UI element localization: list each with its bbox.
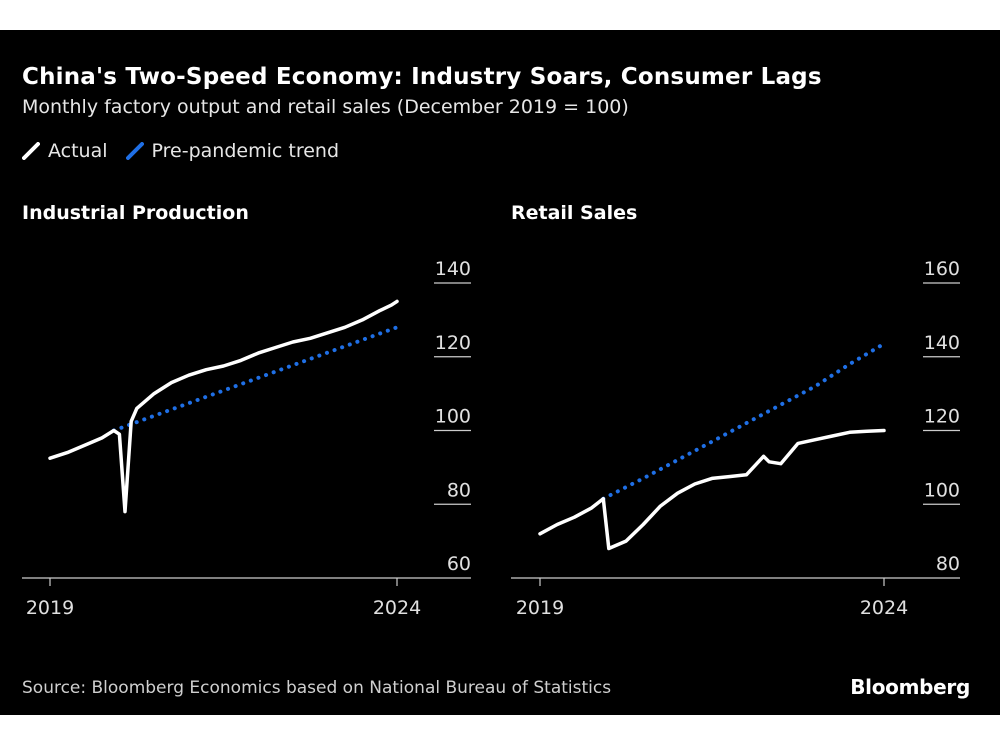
retail-ytick-label-120: 120 [924, 406, 960, 428]
industrial-series-actual [48, 299, 399, 514]
retail-xtick-label-2024: 2024 [860, 597, 908, 619]
retail-ytick-label-140: 140 [924, 332, 960, 354]
panel-title-industrial: Industrial Production [22, 202, 249, 224]
industrial-ytick-label-100: 100 [435, 406, 471, 428]
chart-subtitle: Monthly factory output and retail sales … [22, 96, 629, 118]
legend-swatch-actual [22, 142, 40, 160]
charts-svg: 60 80 100 120 140 2019 2024 80 100 120 140 160 2019 2… [22, 258, 960, 619]
industrial-ytick-label-120: 120 [435, 332, 471, 354]
legend-item-trend: Pre-pandemic trend [125, 140, 339, 162]
source-note: Source: Bloomberg Economics based on Nat… [22, 678, 612, 698]
legend-label-actual: Actual [48, 140, 108, 162]
chart-canvas: China's Two-Speed Economy: Industry Soar… [0, 30, 1000, 715]
retail-ytick-label-100: 100 [924, 479, 960, 501]
legend-swatch-trend [125, 142, 144, 160]
legend-line-actual [22, 142, 40, 160]
industrial-xtick-label-2019: 2019 [26, 597, 74, 619]
industrial-xtick-label-2024: 2024 [373, 597, 421, 619]
legend: Actual Pre-pandemic trend [22, 140, 357, 162]
industrial-ytick-label-80: 80 [447, 479, 471, 501]
panel-title-retail: Retail Sales [511, 202, 638, 224]
retail-series-trend [601, 341, 886, 501]
industrial-ytick-label-140: 140 [435, 258, 471, 280]
legend-label-trend: Pre-pandemic trend [151, 140, 339, 162]
retail-ytick-label-160: 160 [924, 258, 960, 280]
industrial-series-trend [111, 325, 399, 433]
retail-xtick-label-2019: 2019 [516, 597, 564, 619]
industrial-ytick-label-60: 60 [447, 553, 471, 575]
bloomberg-logo: Bloomberg [850, 675, 970, 699]
legend-line-trend [125, 142, 144, 160]
retail-ytick-label-80: 80 [936, 553, 960, 575]
retail-series-actual [538, 428, 886, 551]
legend-item-actual: Actual [22, 140, 108, 162]
chart-title: China's Two-Speed Economy: Industry Soar… [22, 64, 822, 90]
